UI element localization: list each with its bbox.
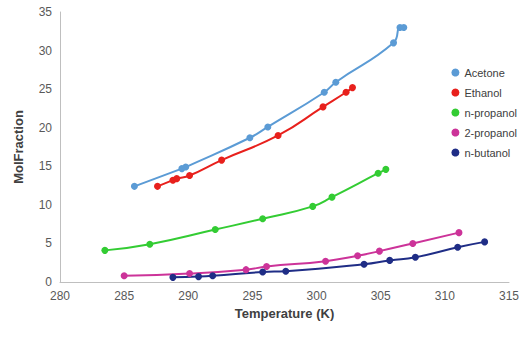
- svg-text:10: 10: [39, 198, 53, 212]
- svg-text:2-propanol: 2-propanol: [464, 127, 517, 139]
- svg-text:20: 20: [39, 121, 53, 135]
- svg-text:Temperature (K): Temperature (K): [235, 306, 334, 321]
- svg-text:Ethanol: Ethanol: [464, 87, 501, 99]
- svg-text:Acetone: Acetone: [464, 67, 504, 79]
- svg-text:315: 315: [499, 289, 519, 303]
- svg-text:290: 290: [178, 289, 198, 303]
- svg-text:35: 35: [39, 5, 53, 19]
- svg-text:30: 30: [39, 44, 53, 58]
- svg-text:25: 25: [39, 82, 53, 96]
- svg-text:285: 285: [114, 289, 134, 303]
- svg-text:n-propanol: n-propanol: [464, 107, 517, 119]
- svg-text:295: 295: [242, 289, 262, 303]
- svg-text:n-butanol: n-butanol: [464, 147, 510, 159]
- svg-text:310: 310: [435, 289, 455, 303]
- svg-text:0: 0: [45, 275, 52, 289]
- svg-text:280: 280: [50, 289, 70, 303]
- svg-text:300: 300: [307, 289, 327, 303]
- svg-text:305: 305: [371, 289, 391, 303]
- svg-text:15: 15: [39, 159, 53, 173]
- svg-text:MolFraction: MolFraction: [11, 110, 26, 184]
- svg-text:5: 5: [45, 236, 52, 250]
